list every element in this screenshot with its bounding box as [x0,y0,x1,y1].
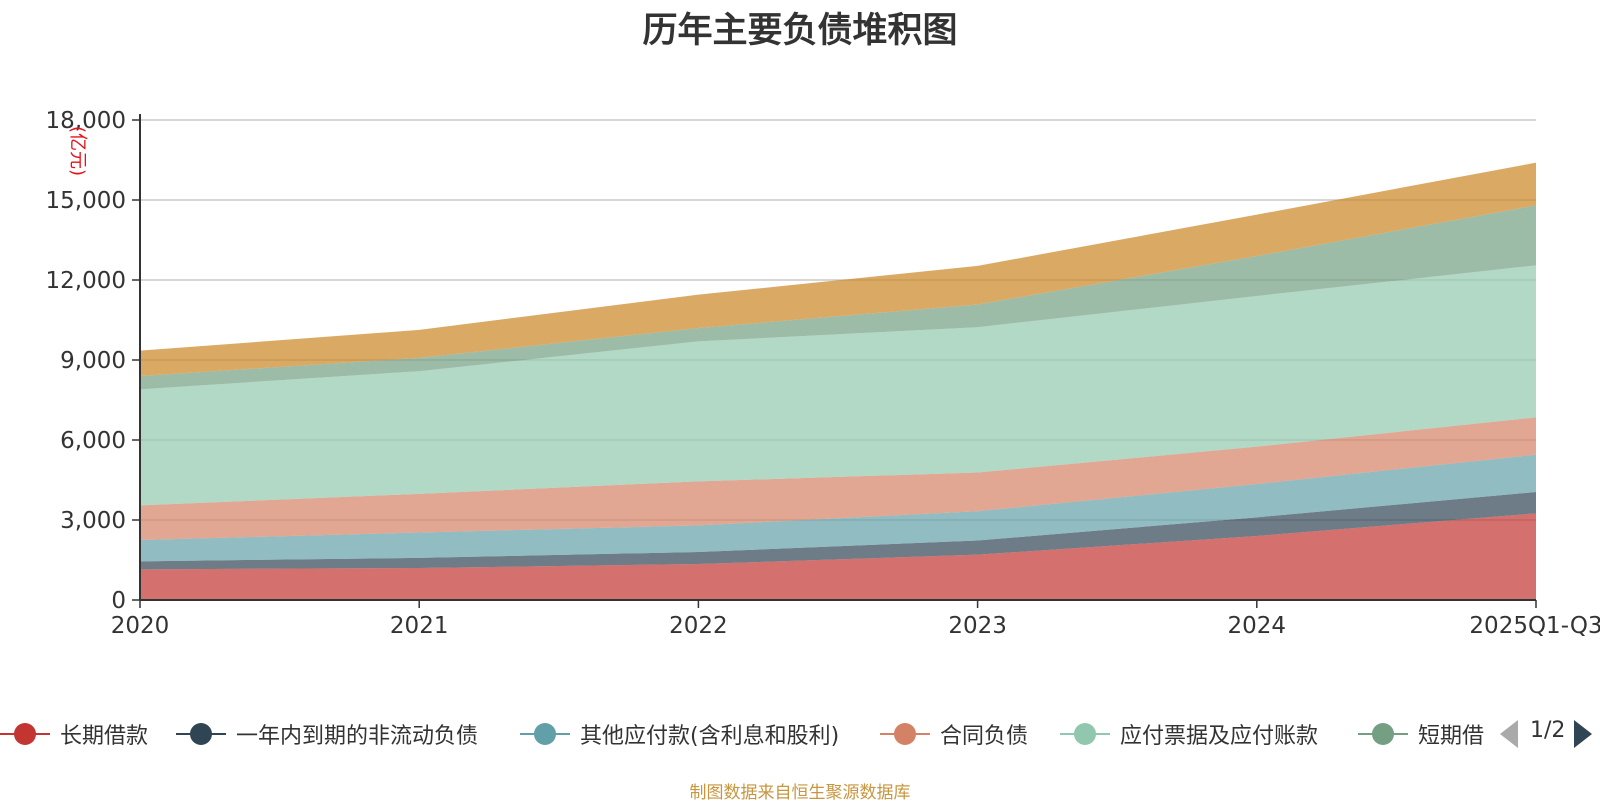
legend-label: 其他应付款(含利息和股利) [580,724,840,749]
legend-prev-page-icon[interactable] [1500,720,1518,748]
legend-pager: 1/2 [1496,716,1600,752]
x-tick-label: 2021 [390,613,449,639]
area-series-3 [140,417,1536,540]
legend-item[interactable]: 应付票据及应付账款 [1060,716,1318,752]
legend-label: 应付票据及应付账款 [1120,724,1319,749]
legend-next-page-icon[interactable] [1574,720,1592,748]
y-tick-label: 6,000 [60,428,126,454]
x-tick-label: 2025Q1-Q3 [1469,613,1600,639]
area-series-1 [140,492,1536,570]
legend-marker-icon [1358,719,1408,749]
y-axis-unit-label: (亿元) [67,126,88,176]
y-tick-label: 0 [111,588,126,614]
y-tick-label: 12,000 [46,268,126,294]
area-series-4 [140,265,1536,506]
legend-item[interactable]: 其他应付款(含利息和股利) [520,716,839,752]
legend-marker-icon [0,719,50,749]
legend-label: 短期借 [1418,724,1485,749]
legend-label: 长期借款 [60,724,149,749]
area-series-2 [140,454,1536,562]
legend-marker-icon [176,719,226,749]
area-series-0 [140,513,1536,600]
y-tick-label: 15,000 [46,188,126,214]
legend-label: 合同负债 [940,724,1029,749]
legend: 长期借款 一年内到期的非流动负债 其他应付款(含利息和股利) 合同负债 应付票据及应付账… [0,716,1600,752]
legend-marker-icon [1060,719,1110,749]
area-chart: 0 3,000 6,000 9,000 12,000 15,000 18,000 2020 20… [46,108,1600,639]
x-tick-label: 2022 [669,613,728,639]
y-tick-label: 3,000 [60,508,126,534]
legend-item[interactable]: 一年内到期的非流动负债 [176,716,478,752]
legend-item[interactable]: 短期借 [1358,716,1484,752]
y-tick-label: 9,000 [60,348,126,374]
x-tick-label: 2020 [111,613,170,639]
data-source-note: 制图数据来自恒生聚源数据库 [689,783,911,803]
chart-title: 历年主要负债堆积图 [642,11,958,51]
x-tick-label: 2023 [948,613,1007,639]
x-tick-label: 2024 [1228,613,1287,639]
axes: 0 3,000 6,000 9,000 12,000 15,000 18,000 2020 20… [46,108,1600,639]
legend-label: 一年内到期的非流动负债 [236,724,479,749]
y-tick-label: 18,000 [46,108,126,134]
area-series-5 [140,205,1536,390]
area-series [140,162,1536,600]
legend-page-indicator: 1/2 [1530,718,1566,743]
legend-item[interactable]: 合同负债 [880,716,1028,752]
area-series-6 [140,162,1536,376]
legend-item[interactable]: 长期借款 [0,716,148,752]
legend-marker-icon [520,719,570,749]
legend-marker-icon [880,719,930,749]
